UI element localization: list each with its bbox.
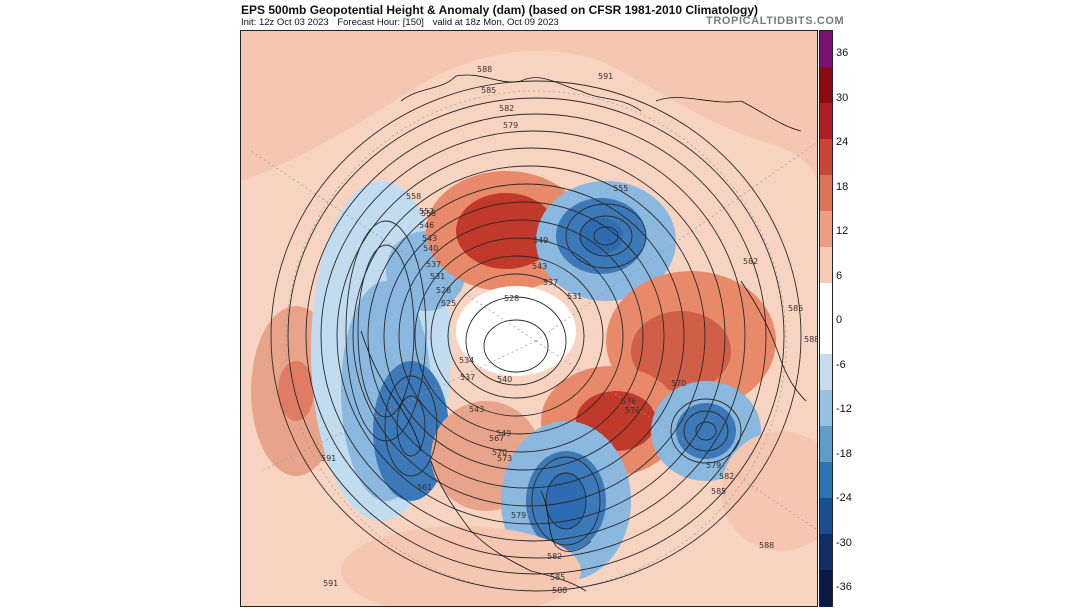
contour-label: 579 bbox=[503, 121, 518, 130]
contour-label: 585 bbox=[550, 573, 565, 582]
contour-label: 546 bbox=[419, 221, 434, 230]
coastlines bbox=[360, 74, 807, 592]
colorbar-segment bbox=[820, 102, 832, 140]
colorbar-segment bbox=[820, 534, 832, 571]
contour-label: 540 bbox=[497, 375, 512, 384]
contour-label: 588 bbox=[759, 541, 774, 550]
colorbar-tick-label: 18 bbox=[836, 180, 849, 193]
colorbar-tick-label: 30 bbox=[836, 91, 849, 104]
contour-label: 531 bbox=[430, 272, 445, 281]
contour-label: 549 bbox=[496, 429, 511, 438]
colorbar-segment bbox=[820, 390, 832, 427]
colorbar-tick-label: 36 bbox=[836, 47, 849, 59]
valid-time: valid at 18z Mon, Oct 09 2023 bbox=[432, 17, 559, 28]
contour-label: 585 bbox=[788, 304, 803, 313]
colorbar-segment bbox=[820, 498, 832, 535]
contour-label: 534 bbox=[459, 356, 474, 365]
contour-label: 567 bbox=[489, 434, 504, 443]
colorbar-tick-label: 12 bbox=[836, 225, 849, 237]
contour-label: 543 bbox=[422, 234, 437, 243]
anomaly-colorbar bbox=[819, 30, 833, 607]
contour-label: 579 bbox=[511, 511, 526, 520]
contour-label: 561 bbox=[417, 483, 432, 492]
contour-label: 528 bbox=[504, 294, 519, 303]
contour-label: 576 bbox=[621, 397, 636, 406]
colorbar-segment bbox=[820, 246, 832, 284]
contour-label: 570 bbox=[492, 448, 507, 457]
contour-label: 585 bbox=[481, 86, 496, 95]
contour-label: 576 bbox=[625, 406, 640, 415]
map-title: EPS 500mb Geopotential Height & Anomaly … bbox=[241, 3, 758, 17]
colorbar-tick-label: 0 bbox=[836, 314, 843, 326]
run-info: Init: 12z Oct 03 2023 Forecast Hour: [15… bbox=[241, 17, 565, 28]
contour-label: 573 bbox=[497, 454, 512, 463]
brand-watermark: TROPICALTIDBITS.COM bbox=[706, 15, 845, 27]
colorbar-tick-label: 24 bbox=[836, 136, 849, 148]
contour-label: 531 bbox=[567, 292, 582, 301]
contour-label: 582 bbox=[547, 552, 562, 561]
forecast-hour: Forecast Hour: [150] bbox=[337, 17, 424, 28]
colorbar-tick-label: -6 bbox=[836, 358, 846, 371]
init-time: Init: 12z Oct 03 2023 bbox=[241, 17, 329, 28]
colorbar-segment bbox=[820, 210, 832, 248]
colorbar-segment bbox=[820, 462, 832, 499]
contour-label: 591 bbox=[598, 72, 613, 81]
contour-label: 582 bbox=[719, 472, 734, 481]
contour-label: 579 bbox=[706, 461, 721, 470]
map-panel: 588 585 582 579 558 555 549 543 537 528 531 555 552 5… bbox=[240, 30, 818, 607]
contour-label: 591 bbox=[323, 579, 338, 588]
colorbar-segment bbox=[820, 31, 832, 68]
contour-label: 540 bbox=[423, 244, 438, 253]
contour-label: 543 bbox=[532, 262, 547, 271]
colorbar-tick-label: -12 bbox=[836, 403, 852, 415]
contour-label: 582 bbox=[743, 257, 758, 266]
contour-label: 588 bbox=[804, 335, 818, 344]
colorbar-segment bbox=[820, 174, 832, 212]
contour-label: 585 bbox=[711, 487, 726, 496]
colorbar-segment bbox=[820, 318, 832, 355]
contour-label: 552 bbox=[419, 207, 434, 216]
colorbar-segment bbox=[820, 138, 832, 176]
colorbar-segment bbox=[820, 354, 832, 391]
contour-label: 537 bbox=[543, 278, 558, 287]
contour-label: 525 bbox=[441, 299, 456, 308]
colorbar-tick-label: -24 bbox=[836, 492, 852, 504]
contour-label: 558 bbox=[406, 192, 421, 201]
colorbar-tick-label: -18 bbox=[836, 447, 852, 460]
colorbar-segment bbox=[820, 66, 832, 104]
contour-label: 528 bbox=[436, 286, 451, 295]
contour-label: 537 bbox=[460, 373, 475, 382]
colorbar-tick-label: 6 bbox=[836, 269, 843, 282]
contour-label: 570 bbox=[671, 379, 686, 388]
anomaly-shading bbox=[241, 31, 817, 606]
contour-label: 537 bbox=[426, 260, 441, 269]
colorbar-segment bbox=[820, 282, 832, 319]
colorbar-tick-label: -30 bbox=[836, 536, 852, 549]
contour-label: 543 bbox=[469, 405, 484, 414]
contour-label: 588 bbox=[477, 65, 492, 74]
contour-label: 582 bbox=[499, 104, 514, 113]
projection-graticule bbox=[250, 90, 817, 592]
colorbar-segment bbox=[820, 426, 832, 463]
height-contours bbox=[270, 80, 802, 592]
contour-label: 555 bbox=[421, 209, 436, 218]
contour-label: 555 bbox=[613, 184, 628, 193]
contour-label: 588 bbox=[552, 586, 567, 595]
contour-label: 549 bbox=[533, 236, 548, 245]
colorbar-segment bbox=[820, 570, 832, 607]
contour-label: 591 bbox=[321, 454, 336, 463]
colorbar-tick-label: -36 bbox=[836, 581, 852, 593]
